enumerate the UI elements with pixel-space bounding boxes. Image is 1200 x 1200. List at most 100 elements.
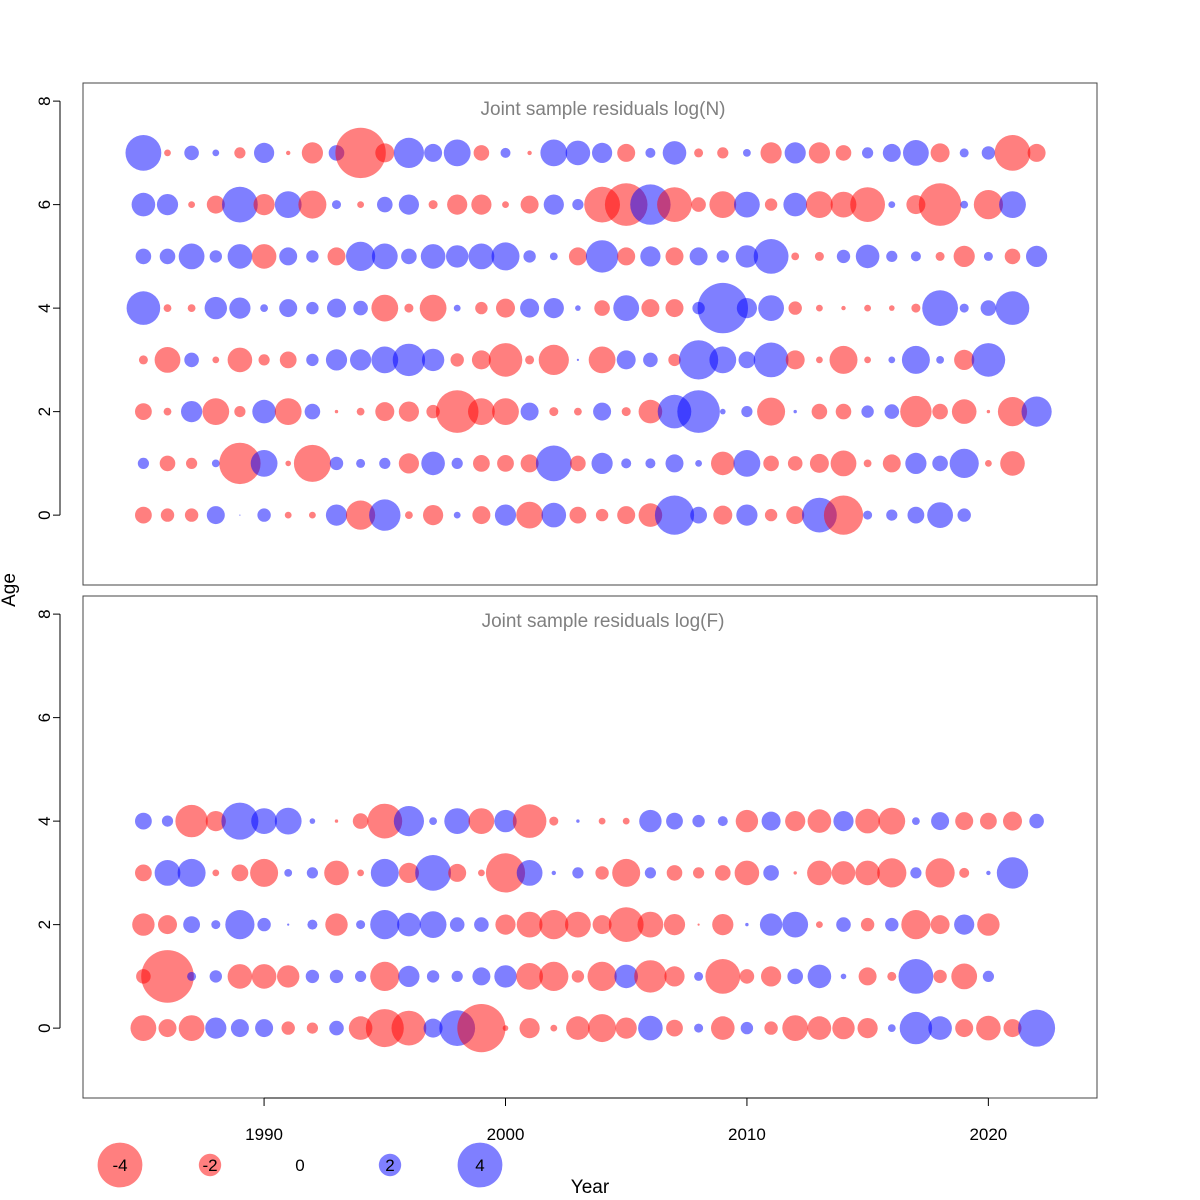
residual-bubble	[784, 142, 806, 164]
residual-bubble	[691, 197, 706, 212]
residual-bubble	[709, 346, 737, 374]
residual-bubble	[281, 1021, 295, 1035]
legend-bubble	[97, 1142, 143, 1188]
residual-bubble	[184, 508, 199, 522]
residual-bubble	[230, 1019, 249, 1038]
residual-bubble	[588, 346, 616, 374]
legend-bubble	[198, 1153, 222, 1177]
residual-bubble	[572, 867, 584, 879]
residual-bubble	[211, 920, 221, 930]
residual-bubble	[898, 959, 934, 994]
residual-bubble	[587, 961, 617, 992]
residual-bubble	[306, 1022, 318, 1034]
residual-bubble	[225, 910, 255, 940]
residual-bubble	[156, 194, 179, 216]
residual-bubble	[206, 506, 225, 525]
residual-bubble	[569, 506, 587, 524]
residual-bubble	[574, 407, 582, 416]
residual-bubble	[885, 917, 899, 932]
x-tick-label: 2000	[487, 1125, 525, 1144]
residual-bubble	[301, 142, 323, 164]
legend-bubble	[378, 1153, 402, 1177]
residual-bubble	[357, 201, 364, 209]
residual-bubble	[833, 811, 854, 832]
legend-label: 2	[385, 1156, 394, 1175]
size-legend: -4 -2 0 2 4	[97, 1142, 503, 1188]
residual-bubble	[485, 853, 526, 893]
residual-bubble	[816, 356, 823, 364]
residual-bubble	[1004, 248, 1021, 265]
residual-bubble	[428, 200, 438, 210]
residual-bubble	[539, 910, 569, 940]
residual-bubble	[138, 355, 148, 365]
residual-bubble	[922, 290, 958, 326]
residual-bubble	[689, 247, 708, 266]
residual-bubble	[539, 961, 569, 992]
residual-bubble	[643, 352, 658, 368]
residual-bubble	[999, 191, 1026, 219]
residual-bubble	[186, 457, 198, 469]
residual-bubble	[665, 454, 684, 473]
residual-bubble	[365, 1009, 404, 1048]
residual-bubble	[175, 804, 208, 838]
residual-bubble	[836, 917, 851, 932]
residual-bubble	[588, 1014, 617, 1043]
residual-bubble	[184, 145, 199, 161]
residual-bubble	[791, 252, 800, 261]
residual-bubble	[886, 250, 898, 262]
residual-bubble	[472, 506, 491, 525]
residual-bubble	[401, 248, 417, 265]
residual-bubble	[205, 811, 226, 832]
residual-bubble	[250, 858, 279, 887]
residual-bubble	[933, 969, 947, 984]
residual-bubble	[306, 867, 318, 879]
residual-bubble	[983, 251, 993, 261]
residual-bubble	[717, 147, 729, 159]
residual-bubble	[595, 866, 609, 880]
residual-bubble	[453, 304, 461, 312]
legend-label: -4	[112, 1156, 127, 1175]
residual-bubble	[976, 1015, 1001, 1041]
residual-bubble	[861, 405, 874, 418]
residual-bubble	[429, 817, 437, 825]
residual-bubble	[807, 1016, 832, 1040]
residual-bubble	[858, 967, 877, 986]
residual-bubble	[608, 907, 644, 942]
residual-bubble	[912, 817, 920, 825]
residual-bubble	[135, 403, 152, 420]
residual-bubble	[293, 444, 331, 482]
residual-bubble	[398, 862, 419, 884]
residual-bubble	[494, 504, 517, 526]
x-tick-label: 1990	[245, 1125, 283, 1144]
residual-bubble	[692, 814, 705, 828]
residual-bubble	[370, 910, 400, 940]
residual-bubble	[932, 455, 948, 472]
residual-bubble	[736, 298, 758, 319]
residual-bubble	[377, 196, 393, 213]
legend-label: 4	[475, 1156, 484, 1175]
residual-bubble	[219, 442, 261, 485]
residual-bubble	[187, 304, 196, 312]
residual-bubble	[329, 969, 344, 984]
residual-bubble	[911, 303, 921, 313]
residual-bubble	[516, 963, 543, 990]
residual-bubble	[829, 345, 858, 374]
residual-bubble	[930, 915, 950, 935]
residual-bubble	[231, 864, 249, 882]
y-tick-label: 0	[35, 510, 54, 519]
residual-bubble	[645, 147, 656, 158]
residual-bubble	[177, 858, 206, 887]
residual-bubble	[887, 1024, 896, 1032]
residual-bubble	[126, 291, 161, 325]
residual-bubble	[353, 300, 368, 316]
panel-title-top: Joint sample residuals log(N)	[481, 99, 726, 120]
residual-bubble	[715, 865, 731, 881]
residual-bubble	[887, 971, 897, 981]
residual-bubble	[639, 809, 662, 833]
residual-bubble	[598, 817, 606, 825]
residual-bubble	[500, 147, 511, 158]
y-axis-bottom: 0 2 4 6 8	[35, 609, 61, 1033]
residual-bubble	[840, 973, 847, 980]
residual-bubble	[284, 511, 292, 519]
residual-bubble	[334, 409, 339, 414]
